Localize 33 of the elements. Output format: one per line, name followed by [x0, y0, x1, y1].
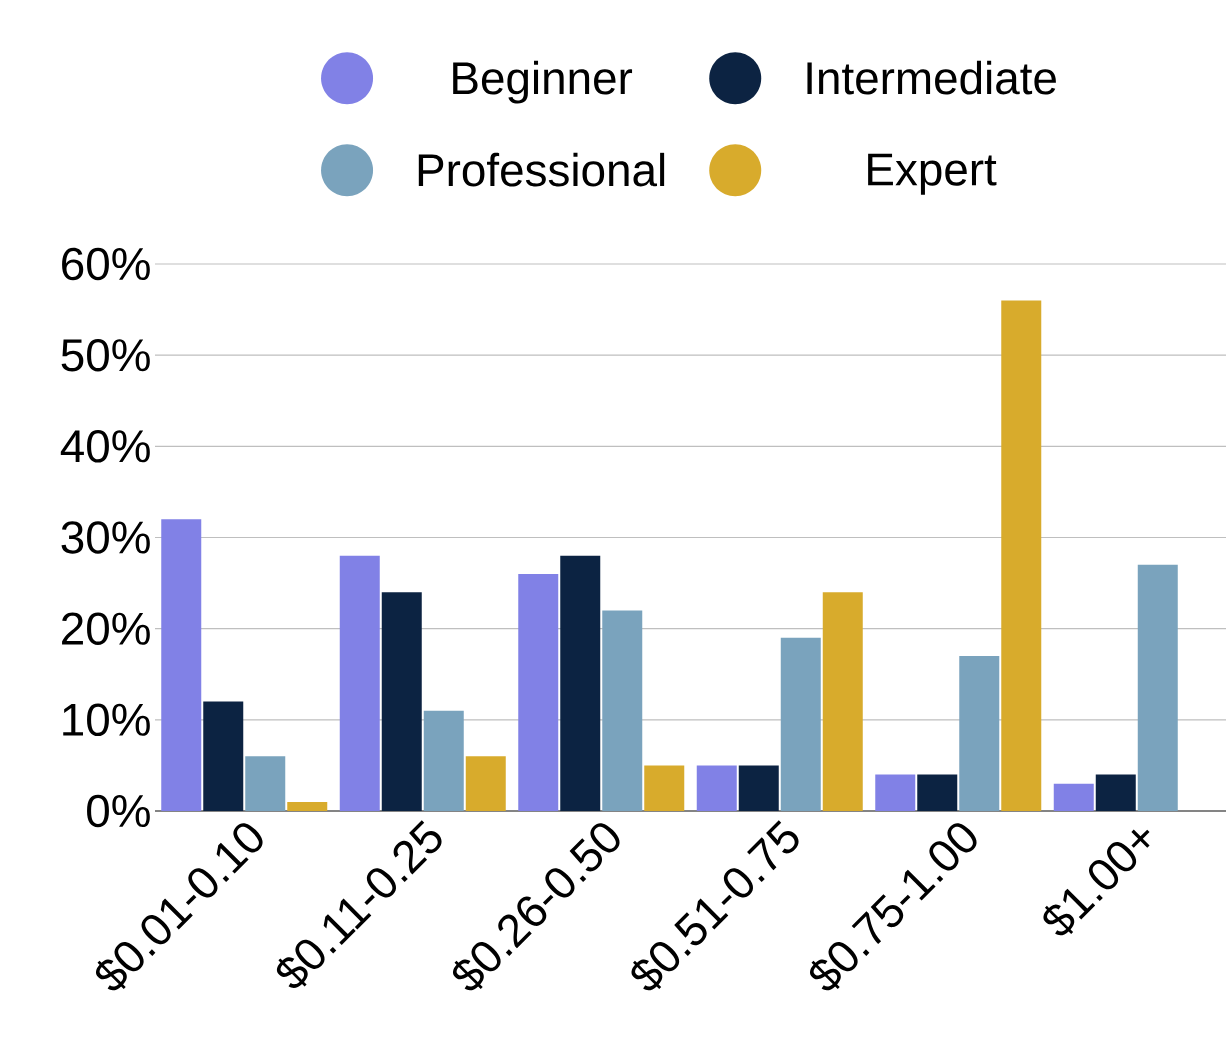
bar	[423, 710, 464, 811]
bar	[287, 801, 328, 811]
bar	[203, 701, 244, 811]
bar	[518, 573, 559, 811]
legend-label: Expert	[868, 153, 997, 195]
bar	[1137, 564, 1178, 811]
bar	[465, 756, 506, 811]
bar	[917, 774, 958, 811]
bar	[1095, 774, 1136, 811]
y-tick-label: 60%	[62, 247, 150, 281]
y-tick-label: 30%	[61, 521, 150, 554]
legend-label: Beginner	[453, 60, 633, 104]
bar	[161, 519, 202, 811]
bar	[959, 656, 1000, 811]
y-tick-label: 50%	[61, 338, 150, 372]
y-tick-label: 40%	[60, 430, 150, 463]
bar	[644, 765, 685, 811]
bar	[245, 756, 286, 811]
bar	[1053, 783, 1094, 811]
bar	[1001, 300, 1042, 811]
bar	[822, 592, 863, 811]
bar	[696, 765, 737, 811]
legend-label: Professional	[418, 152, 665, 187]
bar	[560, 555, 601, 811]
bar	[738, 765, 779, 811]
bar	[381, 592, 422, 811]
bar	[602, 610, 643, 811]
bar	[780, 637, 821, 811]
legend-label: Intermediate	[807, 60, 1056, 95]
y-tick-label: 10%	[63, 703, 150, 737]
bar	[339, 555, 380, 811]
bar	[875, 774, 916, 811]
y-tick-label: 20%	[62, 612, 150, 645]
